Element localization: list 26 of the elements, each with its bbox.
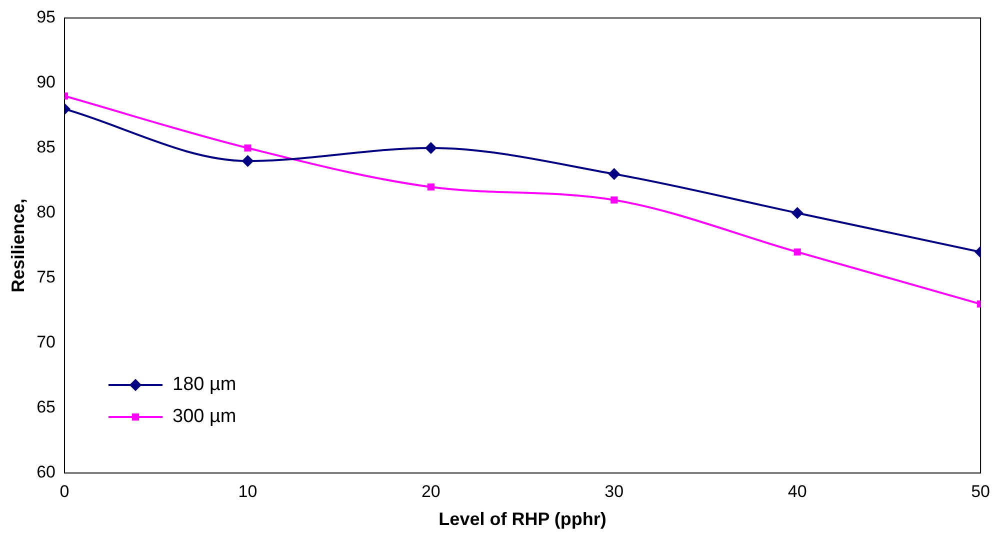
x-tick-label: 20 xyxy=(421,482,440,501)
y-axis-title: Resilience, xyxy=(8,198,28,293)
x-tick-label: 0 xyxy=(60,482,70,501)
x-tick-label: 10 xyxy=(238,482,258,501)
y-tick-label: 80 xyxy=(36,202,56,222)
legend-label: 300 µm xyxy=(172,406,236,428)
point xyxy=(244,144,252,152)
point xyxy=(610,196,618,204)
y-tick-label: 95 xyxy=(36,8,56,27)
legend-label: 180 µm xyxy=(172,374,236,396)
y-tick-label: 90 xyxy=(36,72,56,92)
x-tick-label: 40 xyxy=(788,482,807,501)
point xyxy=(427,183,434,191)
point xyxy=(242,155,254,167)
y-tick-label: 60 xyxy=(36,462,56,482)
point xyxy=(608,168,620,180)
y-tick-label: 85 xyxy=(36,138,56,157)
point xyxy=(424,142,437,154)
point xyxy=(794,248,801,256)
point xyxy=(791,207,804,219)
y-tick-label: 65 xyxy=(36,398,56,417)
y-tick-label: 70 xyxy=(36,332,56,352)
x-tick-label: 30 xyxy=(604,482,624,501)
x-axis-title: Level of RHP (pphr) xyxy=(438,509,606,530)
y-tick-label: 75 xyxy=(36,268,56,287)
x-tick-label: 50 xyxy=(971,482,990,501)
